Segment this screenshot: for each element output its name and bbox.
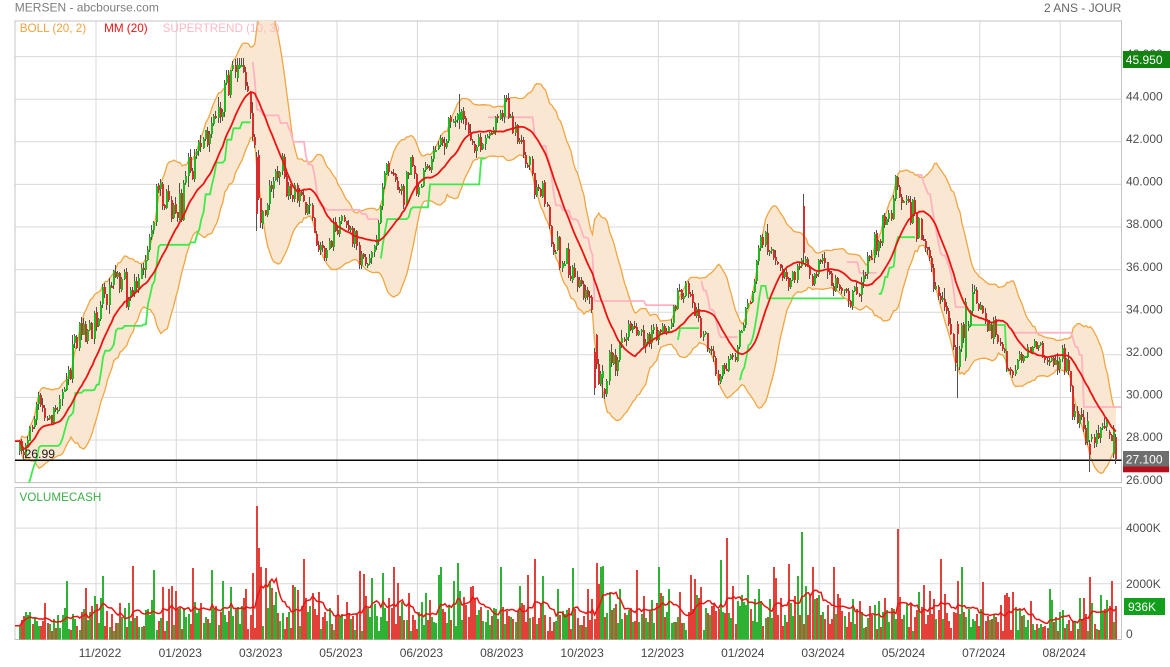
- svg-text:05/2024: 05/2024: [882, 646, 926, 660]
- svg-text:28.000: 28.000: [1126, 430, 1163, 444]
- svg-text:08/2024: 08/2024: [1043, 646, 1087, 660]
- svg-text:01/2023: 01/2023: [159, 646, 203, 660]
- svg-text:936K: 936K: [1128, 600, 1156, 614]
- svg-text:0: 0: [1126, 627, 1133, 641]
- svg-text:2 ANS - JOUR: 2 ANS - JOUR: [1044, 1, 1122, 15]
- svg-text:03/2023: 03/2023: [239, 646, 283, 660]
- svg-text:03/2024: 03/2024: [801, 646, 845, 660]
- svg-text:38.000: 38.000: [1126, 217, 1163, 231]
- svg-text:VOLUMECASH: VOLUMECASH: [20, 491, 102, 504]
- svg-text:MM (20): MM (20): [104, 22, 148, 35]
- svg-text:44.000: 44.000: [1126, 89, 1163, 103]
- svg-text:11/2022: 11/2022: [79, 646, 122, 660]
- svg-text:07/2024: 07/2024: [962, 646, 1006, 660]
- svg-text:MERSEN - abcbourse.com: MERSEN - abcbourse.com: [15, 1, 159, 15]
- svg-text:SUPERTREND (10, 3): SUPERTREND (10, 3): [163, 22, 280, 35]
- svg-text:26.99: 26.99: [25, 447, 56, 461]
- svg-text:42.000: 42.000: [1126, 132, 1163, 146]
- svg-text:40.000: 40.000: [1126, 175, 1163, 189]
- svg-text:34.000: 34.000: [1126, 302, 1163, 316]
- svg-text:BOLL (20, 2): BOLL (20, 2): [20, 22, 87, 35]
- svg-text:06/2023: 06/2023: [400, 646, 444, 660]
- svg-text:01/2024: 01/2024: [721, 646, 765, 660]
- svg-text:08/2023: 08/2023: [480, 646, 524, 660]
- svg-text:05/2023: 05/2023: [319, 646, 363, 660]
- svg-text:4000K: 4000K: [1126, 521, 1161, 535]
- svg-text:45.950: 45.950: [1126, 53, 1163, 67]
- svg-text:2000K: 2000K: [1126, 577, 1161, 591]
- svg-text:30.000: 30.000: [1126, 388, 1163, 402]
- svg-text:27.100: 27.100: [1126, 453, 1163, 467]
- svg-text:32.000: 32.000: [1126, 345, 1163, 359]
- svg-text:26.000: 26.000: [1126, 473, 1163, 487]
- svg-text:10/2023: 10/2023: [560, 646, 604, 660]
- svg-text:36.000: 36.000: [1126, 260, 1163, 274]
- svg-text:12/2023: 12/2023: [641, 646, 685, 660]
